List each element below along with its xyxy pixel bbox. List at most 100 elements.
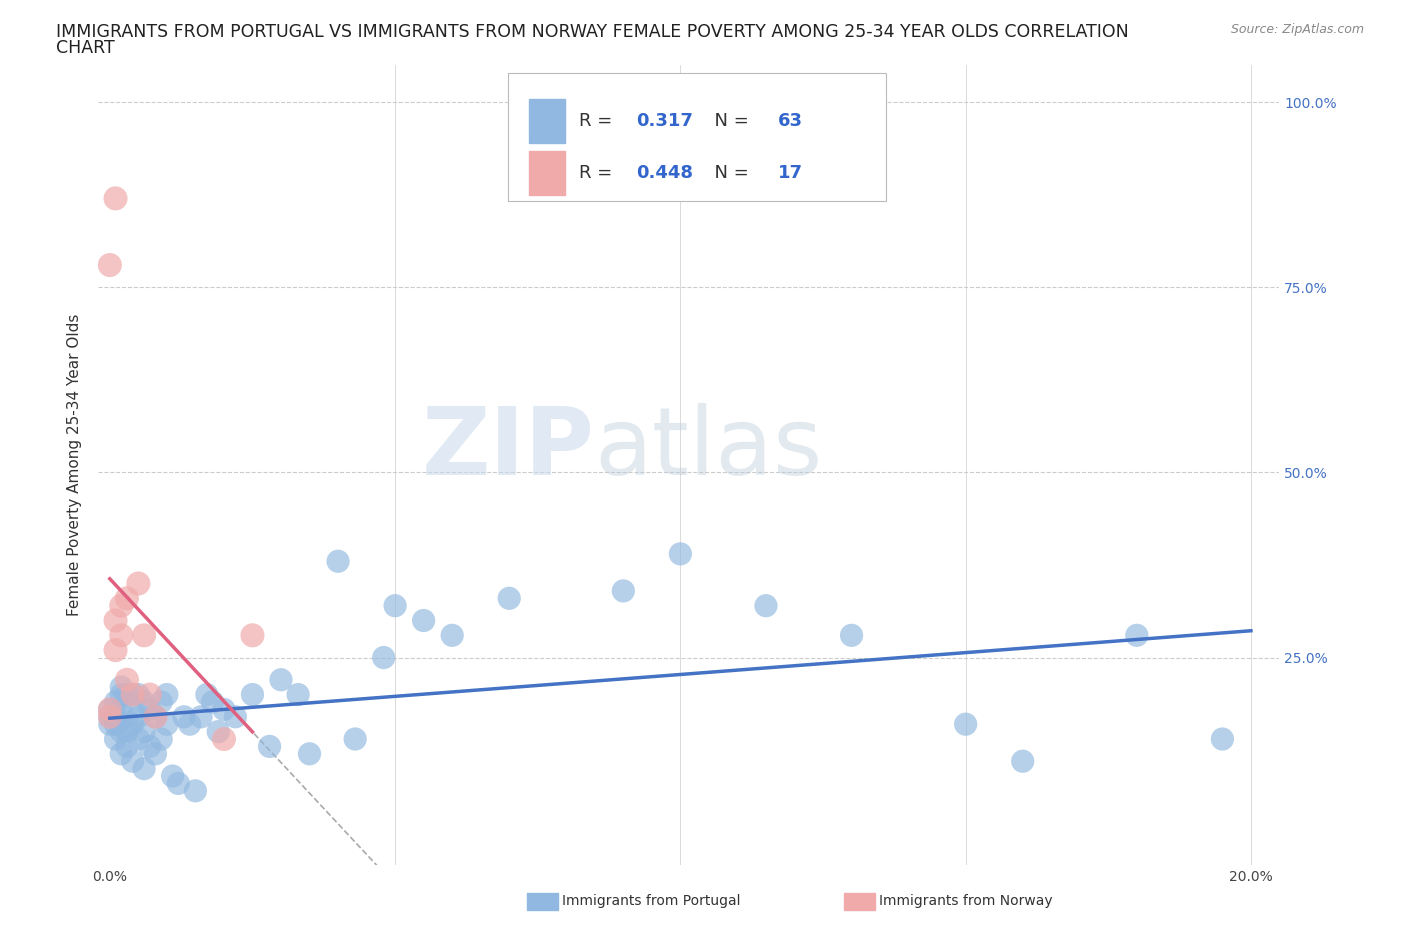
Point [195, 687, 218, 702]
Point [104, 643, 127, 658]
Point [110, 702, 132, 717]
Point [139, 687, 162, 702]
Point [955, 717, 977, 732]
Point [270, 672, 292, 687]
Point [104, 732, 127, 747]
Point [127, 687, 149, 702]
Point [384, 598, 406, 613]
Point [1126, 628, 1149, 643]
Point [115, 739, 138, 754]
Point [212, 702, 235, 717]
Point [190, 710, 212, 724]
Y-axis label: Female Poverty Among 25-34 Year Olds: Female Poverty Among 25-34 Year Olds [67, 313, 83, 617]
Point [104, 717, 127, 732]
Point [115, 591, 138, 605]
Point [1011, 754, 1033, 769]
Text: ZIP: ZIP [422, 403, 595, 495]
Text: 0.317: 0.317 [636, 113, 693, 130]
Text: N =: N = [703, 164, 755, 182]
Point [98, 258, 121, 272]
Point [242, 628, 264, 643]
Text: 0.448: 0.448 [636, 164, 693, 182]
Point [110, 680, 132, 695]
Point [162, 768, 184, 783]
Point [184, 783, 207, 798]
Point [98, 717, 121, 732]
Text: Immigrants from Norway: Immigrants from Norway [879, 894, 1052, 909]
Point [121, 687, 143, 702]
Point [242, 687, 264, 702]
Text: atlas: atlas [595, 403, 823, 495]
Point [344, 732, 367, 747]
Point [104, 191, 127, 206]
Point [498, 591, 520, 605]
Point [298, 747, 321, 762]
Point [110, 724, 132, 739]
Bar [530, 100, 565, 143]
Text: N =: N = [703, 113, 755, 130]
Point [132, 695, 155, 710]
Point [132, 628, 155, 643]
Point [110, 687, 132, 702]
Point [212, 732, 235, 747]
Point [156, 687, 179, 702]
Text: R =: R = [579, 113, 619, 130]
Point [612, 583, 634, 598]
Point [145, 747, 167, 762]
Text: Source: ZipAtlas.com: Source: ZipAtlas.com [1230, 23, 1364, 36]
Point [132, 761, 155, 776]
Point [173, 710, 195, 724]
Point [98, 702, 121, 717]
Point [441, 628, 464, 643]
Text: 63: 63 [778, 113, 803, 130]
Point [110, 747, 132, 762]
Bar [530, 151, 565, 195]
Point [755, 598, 778, 613]
Point [287, 687, 309, 702]
Point [326, 554, 349, 569]
Point [179, 717, 201, 732]
Text: R =: R = [579, 164, 619, 182]
Point [104, 710, 127, 724]
Point [669, 547, 692, 562]
Point [150, 695, 173, 710]
Point [201, 695, 224, 710]
Point [121, 754, 143, 769]
Point [145, 710, 167, 724]
FancyBboxPatch shape [508, 73, 886, 201]
Point [110, 628, 132, 643]
Point [139, 739, 162, 754]
Text: 17: 17 [778, 164, 803, 182]
Point [115, 687, 138, 702]
Point [127, 576, 149, 591]
Point [373, 650, 395, 665]
Point [98, 710, 121, 724]
Text: CHART: CHART [56, 39, 115, 57]
Point [115, 724, 138, 739]
Point [98, 702, 121, 717]
Point [224, 710, 246, 724]
Point [104, 695, 127, 710]
Point [139, 702, 162, 717]
Point [145, 710, 167, 724]
Point [127, 732, 149, 747]
Point [115, 710, 138, 724]
Point [121, 717, 143, 732]
Point [150, 732, 173, 747]
Point [115, 672, 138, 687]
Point [259, 739, 281, 754]
Text: Immigrants from Portugal: Immigrants from Portugal [562, 894, 741, 909]
Point [132, 724, 155, 739]
Point [156, 717, 179, 732]
Point [167, 776, 190, 790]
Point [207, 724, 229, 739]
Point [121, 687, 143, 702]
Text: IMMIGRANTS FROM PORTUGAL VS IMMIGRANTS FROM NORWAY FEMALE POVERTY AMONG 25-34 YE: IMMIGRANTS FROM PORTUGAL VS IMMIGRANTS F… [56, 23, 1129, 41]
Point [104, 613, 127, 628]
Point [1211, 732, 1233, 747]
Point [412, 613, 434, 628]
Point [127, 710, 149, 724]
Point [110, 598, 132, 613]
Point [98, 710, 121, 724]
Point [841, 628, 863, 643]
